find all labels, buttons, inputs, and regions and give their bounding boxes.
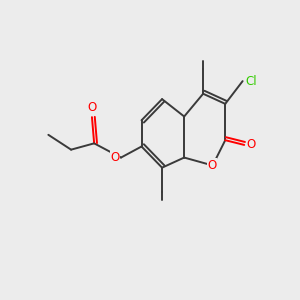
Text: O: O <box>110 151 119 164</box>
Text: O: O <box>208 159 217 172</box>
Text: O: O <box>87 101 97 114</box>
Text: O: O <box>246 138 256 152</box>
Text: Cl: Cl <box>245 75 257 88</box>
